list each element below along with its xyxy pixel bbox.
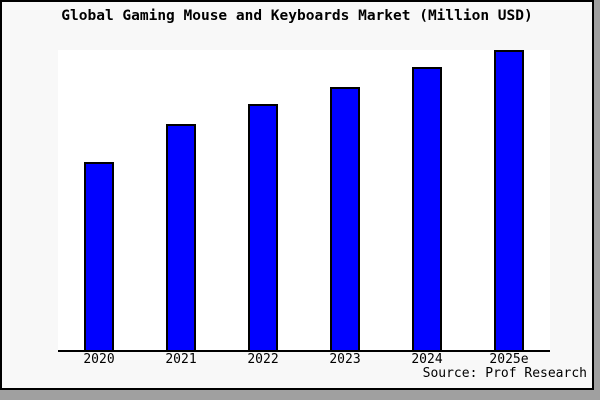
x-tick-label-2020: 2020: [83, 352, 115, 367]
x-labels: 2020 2021 2022 2023 2024 2025e: [58, 353, 550, 367]
chart-figure: Global Gaming Mouse and Keyboards Market…: [0, 0, 594, 390]
bar-2025e: [494, 50, 524, 350]
bar-slot-2024: [386, 50, 468, 350]
bar-2023: [330, 87, 360, 350]
plot-area: [58, 50, 550, 352]
bar-2022: [248, 104, 278, 350]
bar-slot-2020: [58, 50, 140, 350]
x-tick-label-2025e: 2025e: [489, 352, 529, 367]
bar-slot-2025e: [468, 50, 550, 350]
x-tick-label-2021: 2021: [165, 352, 197, 367]
x-tick-label-2023: 2023: [329, 352, 361, 367]
x-tick-label-2022: 2022: [247, 352, 279, 367]
bar-2020: [84, 162, 114, 350]
chart-title: Global Gaming Mouse and Keyboards Market…: [61, 8, 533, 24]
x-tick-label-2024: 2024: [411, 352, 443, 367]
x-axis-line: [58, 350, 550, 352]
bar-slot-2022: [222, 50, 304, 350]
bar-slot-2023: [304, 50, 386, 350]
bars: [58, 50, 550, 350]
source-note: Source: Prof Research: [422, 366, 587, 381]
bar-2024: [412, 67, 442, 350]
bar-2021: [166, 124, 196, 350]
bar-slot-2021: [140, 50, 222, 350]
